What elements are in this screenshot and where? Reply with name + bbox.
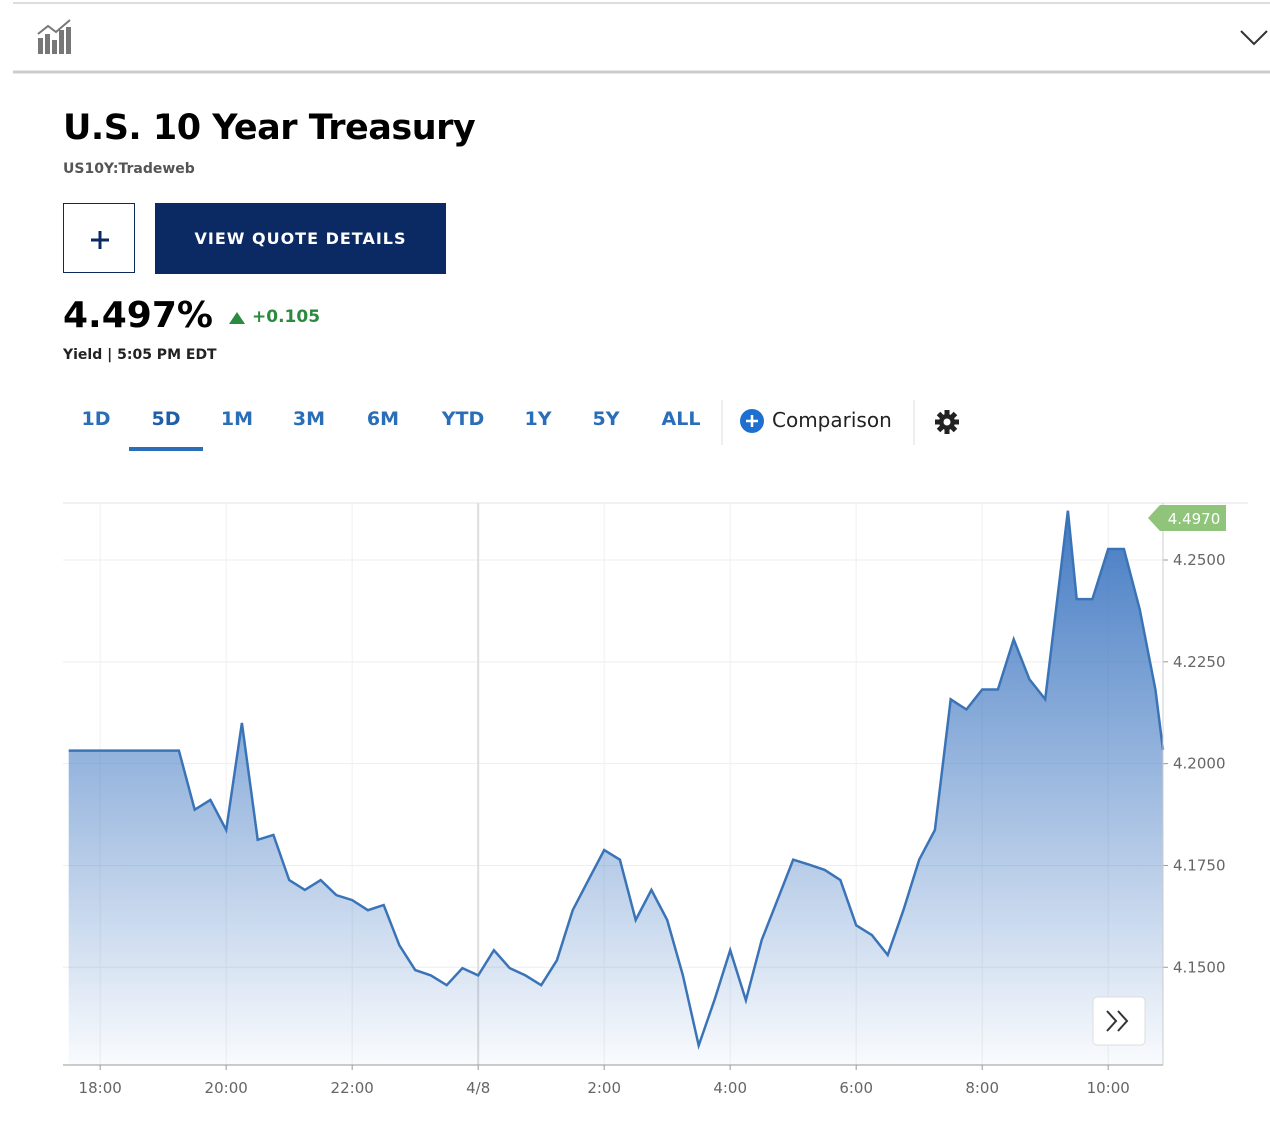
view-quote-button[interactable]: VIEW QUOTE DETAILS	[155, 203, 446, 274]
scroll-button-box	[1092, 996, 1146, 1046]
settings-gear[interactable]	[935, 410, 959, 434]
range-tab[interactable]: 3M	[292, 408, 326, 430]
current-value-label: 4.4970	[1168, 510, 1221, 528]
x-tick-label: 4:00	[713, 1079, 747, 1097]
x-tick-label: 2:00	[587, 1079, 621, 1097]
quote-meta: Yield | 5:05 PM EDT	[63, 347, 217, 363]
y-tick-label: 4.1500	[1173, 958, 1226, 976]
up-arrow	[229, 312, 245, 324]
y-tick-label: 4.2250	[1173, 653, 1226, 671]
y-tick-label: 4.1750	[1173, 856, 1226, 874]
comparison-button[interactable]: Comparison	[772, 408, 892, 432]
range-tab[interactable]: 6M	[366, 408, 400, 430]
range-tab[interactable]: YTD	[441, 408, 485, 430]
x-tick-label: 20:00	[205, 1079, 248, 1097]
top-bar	[13, 2, 1270, 74]
comparison-icon	[740, 409, 764, 433]
chart: 4.1500 4.1750 4.2000 4.2250 4.2500 18:00 20:00…	[63, 502, 1248, 1097]
x-tick-label: 18:00	[79, 1079, 122, 1097]
current-tag	[1148, 505, 1226, 531]
change: +0.105	[252, 307, 321, 327]
price: 4.497%	[63, 295, 213, 336]
tab-decor	[721, 400, 959, 445]
chart-icon	[37, 19, 71, 54]
x-tick-label: 22:00	[331, 1079, 374, 1097]
range-tab[interactable]: 1Y	[524, 408, 552, 430]
range-tab[interactable]: 5Y	[592, 408, 620, 430]
area-fill	[68, 510, 1163, 1065]
x-tick-label: 6:00	[839, 1079, 873, 1097]
price-line	[68, 510, 1165, 1051]
scroll-button-arrows	[1106, 1010, 1129, 1032]
range-tab[interactable]: 5D	[151, 408, 181, 430]
active-underline	[129, 447, 203, 451]
symbol: US10Y:Tradeweb	[63, 161, 195, 177]
collapse-chevron[interactable]	[1240, 30, 1268, 46]
x-tick-label: 10:00	[1087, 1079, 1130, 1097]
title: U.S. 10 Year Treasury	[63, 108, 476, 148]
x-tick-label: 4/8	[466, 1079, 490, 1097]
y-tick-label: 4.2000	[1173, 755, 1226, 773]
y-tick-label: 4.2500	[1173, 551, 1226, 569]
range-tab[interactable]: 1M	[220, 408, 254, 430]
x-tick-label: 8:00	[965, 1079, 999, 1097]
plus-icon	[91, 231, 109, 249]
range-tab[interactable]: ALL	[661, 408, 701, 430]
add-button[interactable]	[63, 203, 135, 273]
scroll-right-button[interactable]	[1092, 996, 1146, 1046]
range-tab[interactable]: 1D	[81, 408, 111, 430]
